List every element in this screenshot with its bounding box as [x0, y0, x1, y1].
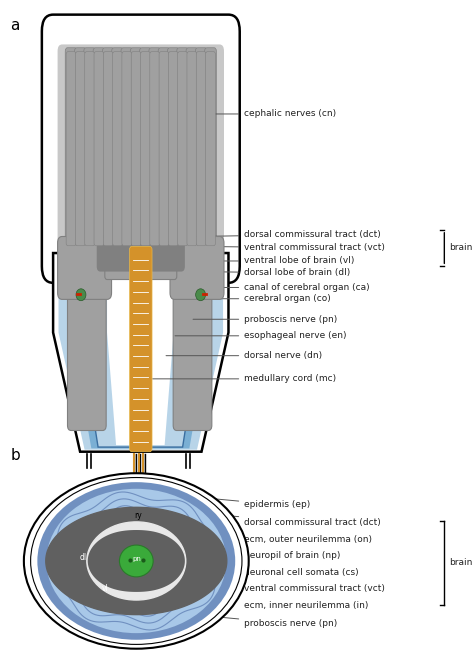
Text: brain: brain [449, 559, 472, 567]
FancyBboxPatch shape [167, 48, 179, 247]
FancyBboxPatch shape [177, 48, 189, 247]
Text: dorsal commissural tract (dct): dorsal commissural tract (dct) [202, 230, 381, 239]
FancyBboxPatch shape [75, 52, 85, 246]
FancyBboxPatch shape [159, 52, 169, 246]
Polygon shape [58, 253, 223, 450]
Text: b: b [10, 448, 20, 464]
FancyBboxPatch shape [178, 52, 188, 246]
Ellipse shape [31, 477, 242, 644]
Ellipse shape [76, 289, 86, 301]
Polygon shape [71, 253, 210, 448]
FancyBboxPatch shape [149, 48, 161, 247]
Ellipse shape [87, 522, 186, 600]
FancyBboxPatch shape [129, 247, 152, 452]
FancyBboxPatch shape [121, 48, 133, 247]
FancyBboxPatch shape [170, 237, 224, 299]
Ellipse shape [24, 473, 249, 649]
Polygon shape [46, 507, 227, 614]
Text: dl: dl [80, 553, 87, 562]
FancyBboxPatch shape [122, 52, 132, 246]
Text: proboscis nerve (pn): proboscis nerve (pn) [189, 614, 337, 628]
Text: dorsal lobe of brain (dl): dorsal lobe of brain (dl) [202, 269, 350, 277]
FancyBboxPatch shape [150, 52, 160, 246]
Text: ry: ry [135, 511, 142, 521]
FancyBboxPatch shape [105, 243, 177, 279]
FancyBboxPatch shape [102, 48, 114, 247]
Text: ventral lobe of brain (vl): ventral lobe of brain (vl) [202, 257, 355, 265]
FancyBboxPatch shape [131, 52, 141, 246]
FancyBboxPatch shape [74, 48, 86, 247]
Text: proboscis nerve (pn): proboscis nerve (pn) [193, 315, 337, 324]
Text: dorsal commissural tract (dct): dorsal commissural tract (dct) [200, 513, 381, 527]
Ellipse shape [37, 482, 235, 640]
Text: canal of cerebral organ (ca): canal of cerebral organ (ca) [202, 283, 370, 292]
FancyBboxPatch shape [67, 274, 106, 430]
Text: vl: vl [101, 585, 108, 593]
Text: cephalic nerves (cn): cephalic nerves (cn) [193, 110, 337, 118]
FancyBboxPatch shape [187, 52, 197, 246]
Text: esophageal nerve (en): esophageal nerve (en) [175, 331, 346, 340]
Text: dorsal nerve (dn): dorsal nerve (dn) [166, 351, 322, 360]
FancyBboxPatch shape [186, 48, 198, 247]
FancyBboxPatch shape [93, 48, 105, 247]
FancyBboxPatch shape [94, 52, 104, 246]
FancyBboxPatch shape [140, 52, 150, 246]
Text: neuronal cell somata (cs): neuronal cell somata (cs) [173, 561, 359, 577]
FancyBboxPatch shape [113, 52, 122, 246]
FancyBboxPatch shape [103, 52, 113, 246]
FancyBboxPatch shape [168, 52, 178, 246]
FancyBboxPatch shape [112, 48, 123, 247]
FancyBboxPatch shape [58, 237, 111, 299]
Text: a: a [10, 18, 20, 33]
Ellipse shape [119, 545, 153, 577]
Polygon shape [107, 253, 173, 445]
Text: cerebral organ (co): cerebral organ (co) [202, 294, 331, 303]
FancyBboxPatch shape [66, 52, 76, 246]
FancyBboxPatch shape [206, 52, 216, 246]
FancyBboxPatch shape [158, 48, 170, 247]
Text: ventral commissural tract (vct): ventral commissural tract (vct) [177, 578, 385, 593]
Text: ecm, inner neurilemma (in): ecm, inner neurilemma (in) [186, 593, 369, 610]
FancyBboxPatch shape [173, 274, 212, 430]
Polygon shape [80, 253, 201, 447]
FancyBboxPatch shape [84, 48, 96, 247]
FancyBboxPatch shape [42, 15, 240, 283]
Polygon shape [53, 253, 228, 452]
Text: epidermis (ep): epidermis (ep) [209, 498, 310, 509]
Ellipse shape [46, 489, 226, 633]
Text: medullary cord (mc): medullary cord (mc) [153, 374, 337, 383]
FancyBboxPatch shape [58, 45, 224, 253]
Text: ventral commissural tract (vct): ventral commissural tract (vct) [202, 243, 385, 252]
FancyBboxPatch shape [195, 48, 207, 247]
Text: ecm, outer neurilemma (on): ecm, outer neurilemma (on) [191, 529, 372, 543]
Text: neuropil of brain (np): neuropil of brain (np) [177, 545, 341, 560]
Ellipse shape [196, 289, 206, 301]
FancyBboxPatch shape [196, 52, 206, 246]
FancyBboxPatch shape [139, 48, 151, 247]
Text: brain: brain [449, 243, 472, 252]
FancyBboxPatch shape [97, 241, 185, 271]
Polygon shape [88, 530, 185, 592]
Text: pn: pn [133, 556, 142, 562]
FancyBboxPatch shape [205, 48, 216, 247]
FancyBboxPatch shape [130, 48, 142, 247]
FancyBboxPatch shape [65, 48, 77, 247]
FancyBboxPatch shape [85, 52, 95, 246]
